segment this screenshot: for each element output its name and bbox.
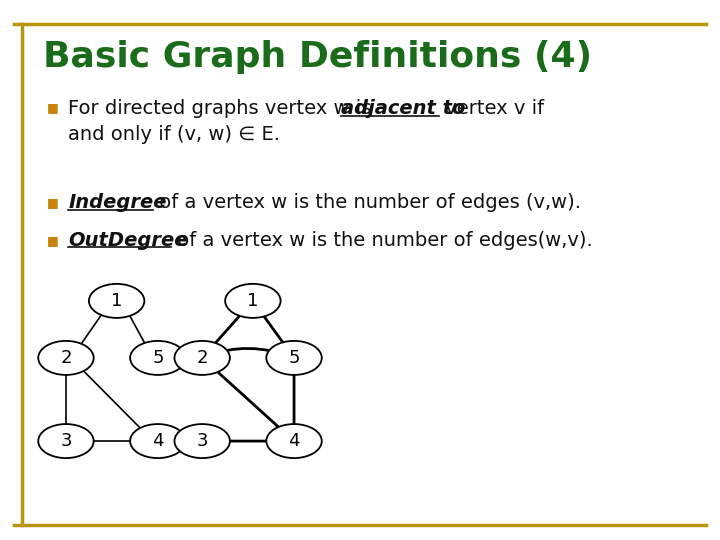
Text: 4: 4 bbox=[288, 432, 300, 450]
Text: 4: 4 bbox=[152, 432, 163, 450]
Ellipse shape bbox=[266, 424, 322, 458]
Text: 3: 3 bbox=[60, 432, 72, 450]
Text: For directed graphs vertex w is: For directed graphs vertex w is bbox=[68, 98, 378, 118]
Text: 5: 5 bbox=[152, 349, 163, 367]
Text: ■: ■ bbox=[47, 234, 58, 247]
Ellipse shape bbox=[38, 424, 94, 458]
Ellipse shape bbox=[225, 284, 281, 318]
Ellipse shape bbox=[266, 341, 322, 375]
Text: Basic Graph Definitions (4): Basic Graph Definitions (4) bbox=[43, 40, 593, 73]
Text: and only if (v, w) ∈ E.: and only if (v, w) ∈ E. bbox=[68, 125, 280, 145]
Text: adjacent to: adjacent to bbox=[341, 98, 465, 118]
Ellipse shape bbox=[174, 341, 230, 375]
Text: 2: 2 bbox=[60, 349, 72, 367]
Text: 1: 1 bbox=[111, 292, 122, 310]
Text: of a vertex w is the number of edges (v,w).: of a vertex w is the number of edges (v,… bbox=[153, 193, 581, 212]
Text: of a vertex w is the number of edges(w,v).: of a vertex w is the number of edges(w,v… bbox=[171, 231, 593, 250]
Text: 1: 1 bbox=[247, 292, 258, 310]
Ellipse shape bbox=[89, 284, 145, 318]
Ellipse shape bbox=[130, 341, 186, 375]
Ellipse shape bbox=[174, 424, 230, 458]
Text: OutDegree: OutDegree bbox=[68, 231, 188, 250]
Text: Indegree: Indegree bbox=[68, 193, 167, 212]
Ellipse shape bbox=[130, 424, 186, 458]
Text: ■: ■ bbox=[47, 196, 58, 209]
Text: 2: 2 bbox=[197, 349, 208, 367]
Text: ■: ■ bbox=[47, 102, 58, 114]
Text: 5: 5 bbox=[288, 349, 300, 367]
Text: vertex v if: vertex v if bbox=[439, 98, 544, 118]
Ellipse shape bbox=[38, 341, 94, 375]
Text: 3: 3 bbox=[197, 432, 208, 450]
